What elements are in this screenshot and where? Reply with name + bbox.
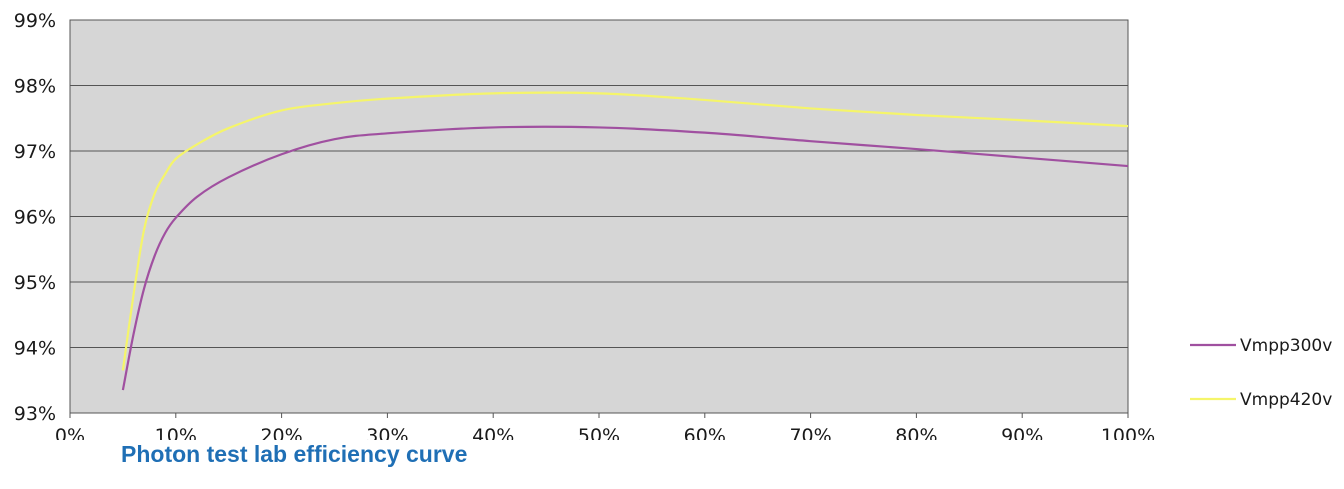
y-tick-label: 99%: [14, 10, 56, 32]
chart-caption: Photon test lab efficiency curve: [121, 441, 468, 467]
x-tick-label: 10%: [155, 425, 197, 440]
x-tick-label: 90%: [1001, 425, 1043, 440]
x-tick-label: 50%: [578, 425, 620, 440]
y-tick-label: 98%: [14, 76, 56, 98]
legend: Vmpp300v Vmpp420v: [1190, 336, 1332, 410]
series-lines: [121, 91, 1129, 391]
x-tick-label: 100%: [1101, 425, 1155, 440]
y-tick-label: 93%: [14, 403, 56, 425]
y-tick-label: 97%: [14, 141, 56, 163]
x-tick-label: 20%: [260, 425, 302, 440]
x-tick-label: 80%: [895, 425, 937, 440]
legend-label: Vmpp300v: [1240, 336, 1332, 356]
legend-label: Vmpp420v: [1240, 390, 1332, 410]
x-tick-label: 30%: [366, 425, 408, 440]
y-tick-label: 96%: [14, 207, 56, 229]
y-tick-label: 95%: [14, 272, 56, 294]
efficiency-chart: 93% 94% 95% 96% 97% 98% 99% 0% 10% 20% 30% 40% 50% 6…: [14, 10, 1333, 440]
x-tick-label: 60%: [684, 425, 726, 440]
gridlines: [70, 19, 1128, 414]
x-tick-label: 0%: [55, 425, 85, 440]
series-line-vmpp300v: [121, 125, 1129, 391]
x-tick-label: 40%: [472, 425, 514, 440]
x-tick-label: 70%: [789, 425, 831, 440]
x-axis-ticks: 0% 10% 20% 30% 40% 50% 60% 70% 80% 90% 100%: [55, 413, 1155, 440]
series-line-vmpp420v: [121, 91, 1129, 371]
y-axis-ticks: 93% 94% 95% 96% 97% 98% 99%: [14, 10, 56, 425]
y-tick-label: 94%: [14, 338, 56, 360]
